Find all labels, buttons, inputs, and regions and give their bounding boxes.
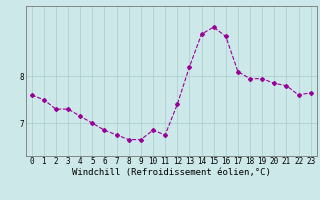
- X-axis label: Windchill (Refroidissement éolien,°C): Windchill (Refroidissement éolien,°C): [72, 168, 271, 177]
